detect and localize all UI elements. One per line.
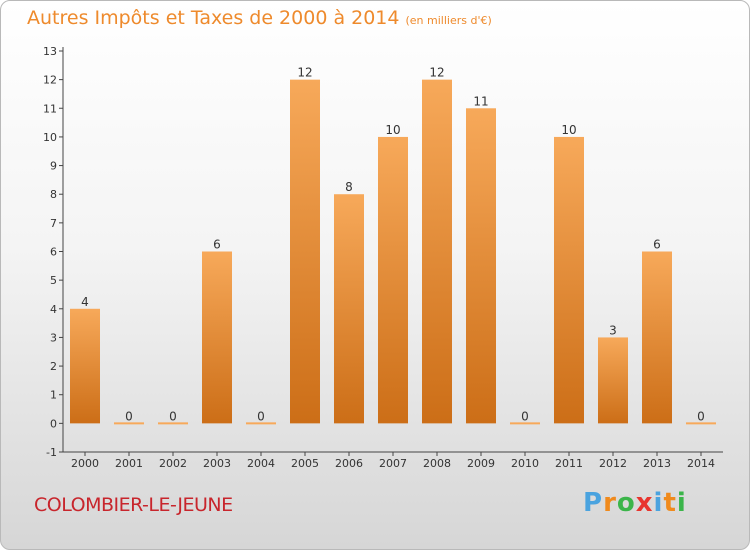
data-label: 10 — [561, 123, 576, 137]
bar — [114, 422, 144, 425]
x-tick-label: 2014 — [687, 457, 715, 470]
x-tick-label: 2011 — [555, 457, 583, 470]
y-tick-label: 2 — [50, 360, 57, 373]
logo-letter: r — [603, 488, 617, 518]
data-label: 4 — [81, 295, 89, 309]
bar — [510, 422, 540, 425]
title-unit: (en milliers d'€) — [405, 14, 492, 27]
y-tick-label: 7 — [50, 217, 57, 230]
y-tick-label: -1 — [46, 446, 57, 459]
logo-letter: x — [635, 488, 654, 518]
x-tick-label: 2003 — [203, 457, 231, 470]
data-label: 0 — [257, 409, 265, 423]
logo-letter: i — [676, 488, 687, 518]
x-tick-label: 2000 — [71, 457, 99, 470]
data-label: 3 — [609, 323, 617, 337]
y-tick-label: 8 — [50, 188, 57, 201]
data-label: 10 — [385, 123, 400, 137]
y-tick-label: 12 — [43, 74, 57, 87]
bar — [290, 79, 320, 424]
bar — [422, 79, 452, 424]
x-tick-label: 2009 — [467, 457, 495, 470]
y-tick-label: 9 — [50, 160, 57, 173]
x-tick-label: 2012 — [599, 457, 627, 470]
bar — [554, 136, 584, 424]
data-label: 0 — [521, 409, 529, 423]
data-label: 0 — [125, 409, 133, 423]
bar — [686, 422, 716, 425]
y-tick-label: 10 — [43, 131, 57, 144]
bar — [334, 194, 364, 424]
data-label: 0 — [169, 409, 177, 423]
y-tick-label: 13 — [43, 45, 57, 58]
x-tick-label: 2008 — [423, 457, 451, 470]
x-tick-label: 2013 — [643, 457, 671, 470]
x-tick-label: 2010 — [511, 457, 539, 470]
chart-title: Autres Impôts et Taxes de 2000 à 2014 (en… — [27, 7, 492, 29]
logo-letter: o — [616, 488, 636, 518]
commune-name: COLOMBIER-LE-JEUNE — [34, 494, 233, 516]
bar — [378, 136, 408, 424]
x-tick-label: 2005 — [291, 457, 319, 470]
y-tick-label: 3 — [50, 331, 57, 344]
x-tick-label: 2006 — [335, 457, 363, 470]
y-tick-label: 11 — [43, 102, 57, 115]
y-tick-label: 1 — [50, 389, 57, 402]
x-tick-label: 2002 — [159, 457, 187, 470]
proxiti-logo: Proxiti — [583, 488, 687, 518]
y-tick-label: 4 — [50, 303, 57, 316]
x-tick-label: 2004 — [247, 457, 275, 470]
logo-letter: i — [653, 488, 664, 518]
bar — [202, 251, 232, 424]
y-tick-label: 5 — [50, 274, 57, 287]
bar — [70, 308, 100, 424]
data-label: 12 — [429, 66, 444, 80]
x-tick-label: 2001 — [115, 457, 143, 470]
title-text: Autres Impôts et Taxes de 2000 à 2014 — [27, 7, 400, 29]
x-tick-label: 2007 — [379, 457, 407, 470]
data-label: 6 — [213, 238, 221, 252]
bar — [158, 422, 188, 425]
data-label: 6 — [653, 238, 661, 252]
logo-letter: t — [663, 488, 677, 518]
data-label: 11 — [473, 94, 488, 108]
y-tick-label: 0 — [50, 417, 57, 430]
y-tick-label: 6 — [50, 246, 57, 259]
data-label: 8 — [345, 180, 353, 194]
bar — [598, 337, 628, 424]
bar — [246, 422, 276, 425]
data-label: 0 — [697, 409, 705, 423]
bar — [466, 108, 496, 424]
logo-letter: P — [583, 488, 604, 518]
data-label: 12 — [297, 66, 312, 80]
bar — [642, 251, 672, 424]
